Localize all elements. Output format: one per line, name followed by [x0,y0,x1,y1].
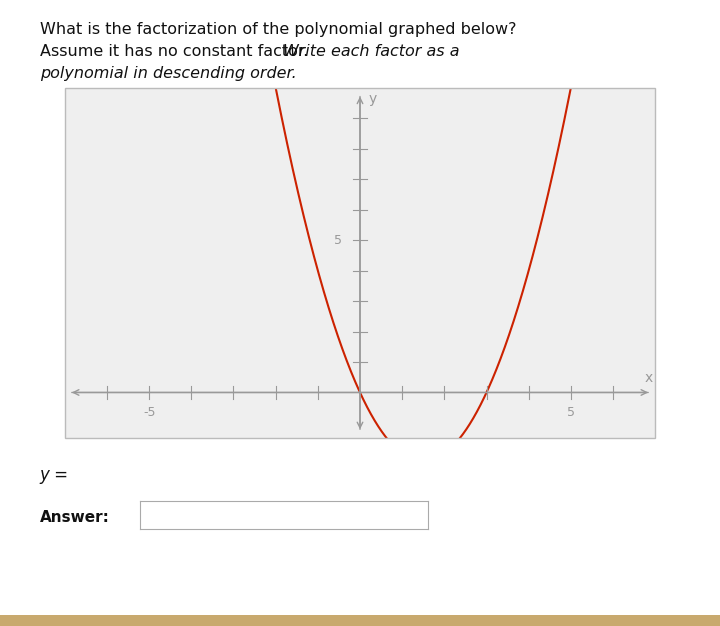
Text: What is the factorization of the polynomial graphed below?: What is the factorization of the polynom… [40,22,516,37]
Text: polynomial in descending order.: polynomial in descending order. [40,66,297,81]
Text: Assume it has no constant factor.: Assume it has no constant factor. [40,44,313,59]
Text: Write each factor as a: Write each factor as a [283,44,459,59]
Text: -5: -5 [143,406,156,419]
Text: x: x [645,371,653,385]
Text: y =: y = [40,466,68,485]
Text: y: y [369,92,377,106]
Text: Answer:: Answer: [40,510,109,525]
Bar [65,88,655,438]
Text: 5: 5 [567,406,575,419]
Text: 5: 5 [334,233,342,247]
